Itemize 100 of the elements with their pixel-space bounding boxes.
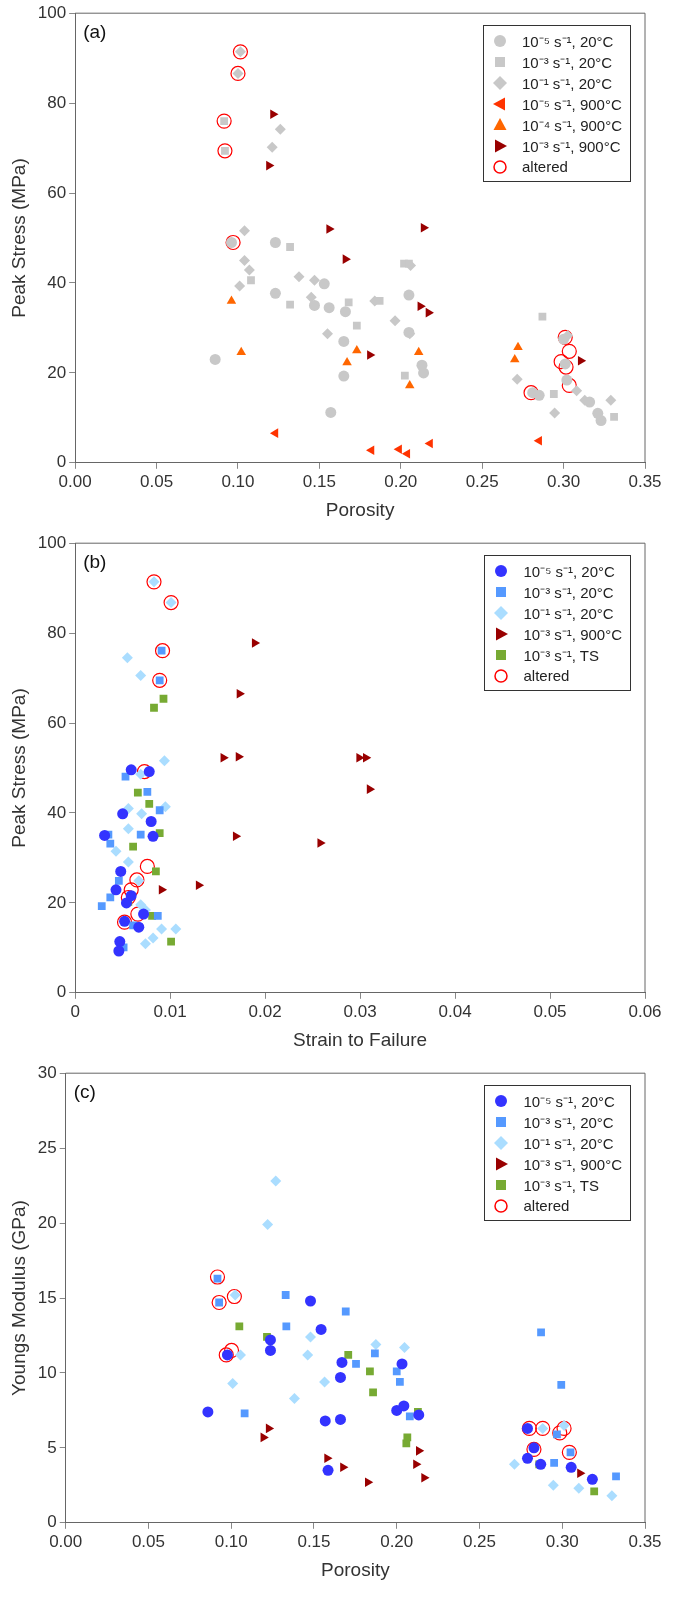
x-tick-label: 0.02	[248, 1001, 282, 1021]
legend-label: altered	[522, 158, 568, 176]
legend-label: 10⁻⁵ s⁻¹, 900°C	[522, 94, 622, 114]
legend-label: 10⁻⁴ s⁻¹, 900°C	[522, 115, 622, 135]
point	[147, 830, 159, 842]
point	[251, 638, 261, 648]
point	[340, 1462, 349, 1473]
point	[533, 389, 545, 401]
y-axis-title: Peak Stress (MPa)	[7, 158, 29, 318]
point	[537, 1328, 545, 1337]
legend-label: 10⁻³ s⁻¹, 20°C	[522, 52, 613, 72]
point	[265, 1423, 275, 1434]
x-tick-label: 0.30	[547, 471, 581, 491]
y-tick-label: 15	[37, 1287, 57, 1307]
point	[281, 1291, 290, 1299]
y-tick-label: 60	[47, 712, 67, 732]
point	[557, 329, 573, 345]
point	[125, 764, 137, 776]
point	[342, 357, 352, 366]
point	[561, 377, 577, 394]
point	[586, 1473, 598, 1485]
point	[293, 271, 305, 283]
point	[326, 224, 335, 234]
point	[547, 1479, 559, 1491]
point	[352, 344, 362, 354]
point	[235, 1322, 244, 1331]
x-tick-label: 0.05	[140, 471, 174, 491]
point	[595, 415, 607, 427]
point	[156, 923, 168, 935]
point	[225, 237, 237, 248]
point	[549, 390, 558, 398]
legend-label: 10⁻³ s⁻¹, 900°C	[523, 1154, 622, 1174]
legend-label: 10⁻³ s⁻¹, TS	[523, 1175, 600, 1195]
point	[342, 254, 351, 264]
point	[399, 1341, 411, 1353]
point	[270, 1175, 282, 1187]
point	[217, 143, 233, 159]
x-axis-title: Strain to Failure	[293, 1028, 428, 1050]
point	[122, 856, 134, 868]
point	[238, 254, 250, 266]
x-tick-label: 0.20	[384, 471, 418, 491]
point	[375, 297, 384, 305]
point	[147, 932, 159, 944]
point	[139, 858, 155, 875]
point	[413, 346, 424, 355]
point	[365, 1477, 374, 1488]
point	[334, 1413, 346, 1425]
x-tick-label: 0.03	[343, 1001, 377, 1021]
point	[220, 752, 229, 763]
legend-label: 10⁻⁵ s⁻¹, 20°C	[523, 1091, 615, 1111]
point	[155, 806, 164, 815]
point	[133, 788, 142, 797]
point	[145, 816, 157, 827]
point	[417, 301, 426, 312]
point	[286, 243, 294, 251]
point	[521, 1422, 533, 1434]
point	[317, 838, 326, 848]
point	[400, 371, 409, 380]
point	[413, 1409, 425, 1421]
point	[305, 1331, 316, 1343]
legend-label: 10⁻¹ s⁻¹, 20°C	[523, 1133, 614, 1153]
x-tick-label: 0.25	[462, 1531, 497, 1551]
point	[159, 694, 168, 703]
point	[605, 394, 617, 406]
point	[521, 1420, 537, 1436]
point	[590, 1487, 599, 1496]
point	[571, 385, 583, 397]
point	[274, 123, 286, 135]
point	[130, 906, 146, 922]
point	[352, 1360, 360, 1368]
point	[556, 1420, 572, 1436]
point	[396, 1358, 408, 1370]
chart-title: (a)	[83, 20, 107, 42]
point	[336, 1356, 348, 1368]
point	[401, 449, 411, 459]
point	[266, 160, 275, 171]
point	[561, 1444, 577, 1460]
point	[404, 379, 415, 389]
point	[209, 1269, 226, 1285]
point	[416, 359, 428, 371]
point	[339, 306, 351, 318]
point	[511, 373, 523, 385]
point	[113, 945, 125, 957]
point	[129, 842, 137, 851]
point	[302, 1349, 314, 1361]
point	[138, 908, 150, 920]
point	[264, 1334, 276, 1346]
point	[370, 1338, 382, 1350]
point	[133, 921, 145, 933]
y-tick-label: 0	[56, 982, 67, 1002]
point	[247, 276, 255, 285]
point	[234, 280, 246, 292]
x-tick-label: 0.35	[628, 1531, 662, 1551]
point	[508, 1458, 520, 1470]
y-tick-label: 30	[37, 1062, 57, 1082]
point	[114, 936, 126, 948]
point	[553, 354, 569, 370]
y-tick-label: 80	[47, 92, 67, 112]
point	[262, 1219, 274, 1231]
point	[170, 923, 182, 935]
